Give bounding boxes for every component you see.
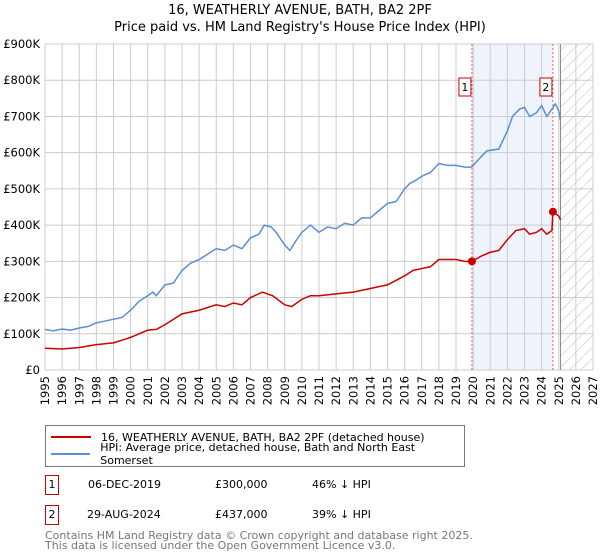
x-tick-label: 1999 xyxy=(107,376,121,405)
series-line xyxy=(44,210,562,350)
y-tick-label: £700K xyxy=(3,109,40,123)
x-tick-label: 1996 xyxy=(55,376,69,405)
sale-point xyxy=(548,207,557,216)
x-tick-label: 2011 xyxy=(312,376,326,405)
x-tick-label: 2020 xyxy=(466,376,480,405)
legend-swatch-blue xyxy=(51,453,91,455)
x-tick-label: 2019 xyxy=(449,376,463,405)
annotation-box xyxy=(458,77,472,97)
x-tick-label: 2014 xyxy=(363,376,377,405)
x-tick-label: 2016 xyxy=(398,376,412,405)
transaction-row: 2 29-AUG-2024 £437,000 39% ↓ HPI xyxy=(45,505,465,525)
shaded-period xyxy=(471,44,553,370)
legend: 16, WEATHERLY AVENUE, BATH, BA2 2PF (det… xyxy=(45,425,465,467)
transaction-date: 06-DEC-2019 xyxy=(88,478,162,491)
x-tick-label: 2009 xyxy=(278,376,292,405)
x-tick-label: 1997 xyxy=(72,376,86,405)
transaction-hpi-diff: 39% ↓ HPI xyxy=(312,508,371,521)
x-tick-label: 2022 xyxy=(500,376,514,405)
x-tick-label: 2001 xyxy=(141,376,155,405)
x-tick-label: 2027 xyxy=(586,376,600,405)
sale-point xyxy=(467,257,476,266)
legend-swatch-red xyxy=(51,436,91,438)
price-chart: 1995 1996 1997 1998 1999 2000 2001 2002 2003 2004… xyxy=(3,37,600,405)
y-tick-label: £400K xyxy=(3,218,40,232)
x-tick-label: 2010 xyxy=(295,376,309,405)
annotation-box xyxy=(539,77,553,97)
x-tick-label: 2004 xyxy=(192,376,206,405)
x-tick-label: 2006 xyxy=(226,376,240,405)
x-tick-label: 2017 xyxy=(415,376,429,405)
x-tick-label: 2025 xyxy=(552,376,566,405)
x-tick-label: 2015 xyxy=(381,376,395,405)
y-tick-label: £600K xyxy=(3,146,40,160)
x-tick-label: 2024 xyxy=(535,376,549,405)
transaction-row: 1 06-DEC-2019 £300,000 46% ↓ HPI xyxy=(45,475,465,495)
legend-item-property: 16, WEATHERLY AVENUE, BATH, BA2 2PF (det… xyxy=(51,429,425,445)
y-tick-label: £0 xyxy=(25,363,40,377)
annotation-label: 2 xyxy=(542,81,549,94)
y-tick-label: £200K xyxy=(3,291,40,305)
footer: Contains HM Land Registry data © Crown c… xyxy=(45,529,473,552)
legend-item-hpi: HPI: Average price, detached house, Bath… xyxy=(51,441,464,467)
y-tick-label: £300K xyxy=(3,254,40,268)
x-tick-label: 2005 xyxy=(209,376,223,405)
transaction-price: £437,000 xyxy=(215,508,268,521)
footer-line: Contains HM Land Registry data © Crown c… xyxy=(45,529,473,542)
x-tick-label: 2018 xyxy=(432,376,446,405)
forecast-hatch xyxy=(560,44,593,370)
y-tick-label: £100K xyxy=(3,327,40,341)
transaction-hpi-diff: 46% ↓ HPI xyxy=(312,478,371,491)
x-tick-label: 2007 xyxy=(244,376,258,405)
x-tick-label: 2021 xyxy=(483,376,497,405)
chart-subtitle: Price paid vs. HM Land Registry's House … xyxy=(114,20,486,35)
marker-badge: 1 xyxy=(45,475,59,495)
legend-label: HPI: Average price, detached house, Bath… xyxy=(100,441,416,467)
y-tick-label: £500K xyxy=(3,182,40,196)
x-tick-label: 2003 xyxy=(175,376,189,405)
marker-badge: 2 xyxy=(45,505,59,525)
transaction-price: £300,000 xyxy=(215,478,268,491)
x-tick-label: 1998 xyxy=(89,376,103,405)
x-tick-label: 2026 xyxy=(569,376,583,405)
x-tick-label: 2002 xyxy=(158,376,172,405)
transaction-date: 29-AUG-2024 xyxy=(87,508,161,521)
legend-label: 16, WEATHERLY AVENUE, BATH, BA2 2PF (det… xyxy=(101,430,425,444)
chart-title: 16, WEATHERLY AVENUE, BATH, BA2 2PF xyxy=(168,3,432,18)
x-tick-label: 2008 xyxy=(261,376,275,405)
footer-line: This data is licensed under the Open Gov… xyxy=(45,539,396,552)
series-line xyxy=(44,102,562,332)
y-tick-label: £800K xyxy=(3,73,40,87)
x-tick-label: 2013 xyxy=(346,376,360,405)
annotation-label: 1 xyxy=(461,81,468,94)
x-tick-label: 2023 xyxy=(518,376,532,405)
x-tick-label: 1995 xyxy=(38,376,52,405)
x-tick-label: 2000 xyxy=(124,376,138,405)
y-tick-label: £900K xyxy=(3,37,40,51)
x-tick-label: 2012 xyxy=(329,376,343,405)
